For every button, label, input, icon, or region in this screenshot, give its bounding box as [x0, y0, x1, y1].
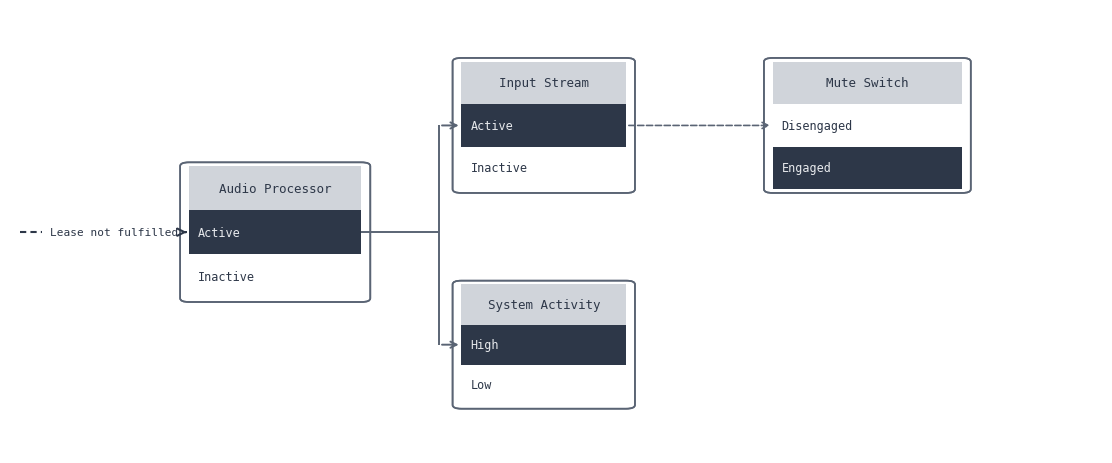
FancyBboxPatch shape	[180, 163, 370, 302]
Text: Mute Switch: Mute Switch	[826, 77, 909, 90]
Text: System Activity: System Activity	[487, 298, 600, 311]
Text: Input Stream: Input Stream	[499, 77, 588, 90]
Text: Disengaged: Disengaged	[782, 119, 853, 133]
Bar	[461, 63, 626, 105]
Bar	[461, 105, 626, 147]
Bar	[773, 63, 962, 105]
Bar	[189, 167, 361, 211]
Bar	[461, 325, 626, 365]
Text: Active: Active	[198, 226, 240, 239]
Text: Inactive: Inactive	[198, 270, 255, 283]
Bar	[461, 285, 626, 325]
Text: Engaged: Engaged	[782, 162, 832, 175]
Text: Low: Low	[470, 379, 492, 392]
FancyBboxPatch shape	[453, 281, 635, 409]
Bar	[773, 147, 962, 190]
FancyBboxPatch shape	[453, 59, 635, 194]
FancyBboxPatch shape	[764, 59, 971, 194]
Text: High: High	[470, 338, 499, 351]
Text: Inactive: Inactive	[470, 162, 527, 175]
Text: Active: Active	[470, 119, 513, 133]
Text: Audio Processor: Audio Processor	[219, 182, 331, 195]
Bar	[189, 211, 361, 255]
Text: Lease not fulfilled: Lease not fulfilled	[50, 228, 178, 238]
